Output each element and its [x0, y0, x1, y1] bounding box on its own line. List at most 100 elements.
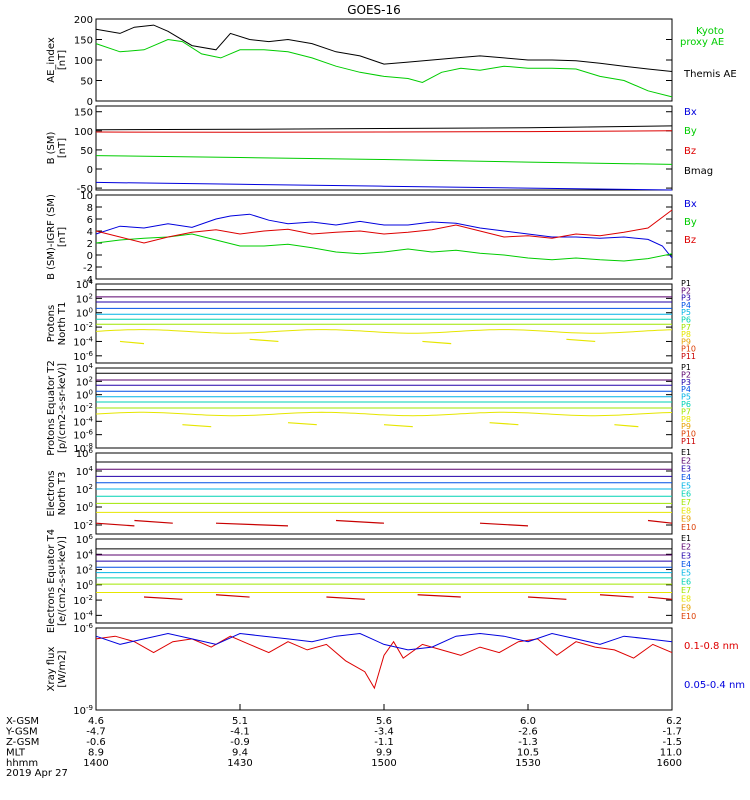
legend-entry: E9 — [681, 603, 691, 612]
axis-row-value: 5.1 — [232, 716, 248, 727]
axis-row-value: -1.3 — [518, 737, 538, 748]
legend-entry: P10 — [681, 345, 696, 354]
y-axis-label: B (SM)-IGRF (SM)[nT] — [46, 194, 68, 280]
axis-row-value: -0.9 — [230, 737, 250, 748]
y-tick-label: 150 — [74, 36, 93, 47]
legend-entry: By — [684, 126, 697, 137]
data-segment — [527, 596, 567, 600]
legend-entry: Kyoto proxy AE — [680, 26, 724, 48]
axis-row-value: -3.4 — [374, 727, 394, 738]
y-tick-label: 100 — [74, 127, 93, 138]
axis-row-value: -0.6 — [86, 737, 106, 748]
legend-entry: E5 — [681, 569, 691, 578]
axis-row-value: -1.1 — [374, 737, 394, 748]
legend-entry: P5 — [681, 393, 691, 402]
y-tick-label: 200 — [74, 15, 93, 26]
legend-entry: P6 — [681, 400, 691, 409]
legend-entry: Bz — [684, 235, 696, 246]
channel-line-p8 — [95, 329, 673, 334]
legend-entry: E6 — [681, 490, 691, 499]
data-segment — [215, 522, 289, 527]
axis-row-value: 10.5 — [517, 748, 539, 759]
data-segment — [417, 594, 461, 598]
legend-entry: E5 — [681, 481, 691, 490]
legend-entry: P2 — [681, 370, 691, 379]
legend-entry: P9 — [681, 422, 691, 431]
data-segment — [566, 338, 596, 343]
panel-frame — [95, 18, 673, 102]
legend-entry: E1 — [681, 448, 691, 457]
y-tick-label: 10-4 — [73, 609, 93, 622]
y-tick-label: 10-6 — [73, 429, 93, 442]
y-tick-label: 106 — [76, 533, 94, 546]
legend-entry: Bx — [684, 107, 697, 118]
legend-entry: 0.05-0.4 nm — [684, 680, 745, 691]
data-segment — [489, 422, 519, 426]
legend-entry: E2 — [681, 456, 691, 465]
legend-entry: P7 — [681, 323, 691, 332]
series-line-bmag — [95, 125, 673, 131]
y-tick-label: 104 — [76, 548, 94, 561]
y-tick-label: 50 — [80, 77, 93, 88]
legend-entry: P1 — [681, 279, 691, 288]
data-segment — [249, 338, 279, 343]
legend-entry: P7 — [681, 407, 691, 416]
y-tick-label: 10-2 — [73, 321, 93, 334]
panel-1: 200 150 100 50 0 AE_index[nT] Kyoto proxy AE The… — [46, 15, 737, 108]
panel-frame — [95, 105, 673, 191]
panel-frame — [95, 283, 673, 364]
legend-entry: E1 — [681, 534, 691, 543]
data-segment — [647, 519, 673, 524]
axis-row-value: 1600 — [657, 758, 682, 769]
y-tick-label: 102 — [76, 292, 93, 305]
legend-entry: E10 — [681, 523, 696, 532]
axis-row-value: -1.7 — [662, 727, 682, 738]
y-tick-label: 100 — [74, 56, 93, 67]
y-axis-label: Xray flux[W/m2] — [46, 647, 68, 692]
legend-entry: Bx — [684, 199, 697, 210]
legend-entry: E4 — [681, 473, 691, 482]
legend-entry: E7 — [681, 586, 691, 595]
series-line-bz — [95, 209, 673, 244]
data-segment — [599, 594, 634, 598]
y-tick-label: 10-6 — [73, 622, 93, 635]
axis-row-value: 9.9 — [376, 748, 392, 759]
legend-entry: E8 — [681, 595, 691, 604]
legend-entry: P4 — [681, 301, 691, 310]
series-line-bz — [95, 130, 673, 133]
axis-row-label: X-GSM — [6, 716, 39, 727]
legend-entry: P8 — [681, 330, 691, 339]
y-tick-label: 100 — [76, 307, 93, 320]
y-tick-label: 100 — [76, 389, 93, 402]
axis-row-value: -2.6 — [518, 727, 538, 738]
y-tick-label: 10-6 — [73, 350, 93, 363]
data-segment — [335, 519, 385, 524]
data-segment — [215, 594, 250, 598]
y-tick-label: 10-2 — [73, 594, 93, 607]
y-tick-label: 0 — [87, 97, 93, 108]
legend-entry: E9 — [681, 515, 691, 524]
legend-entry: E6 — [681, 577, 691, 586]
legend-entry: E2 — [681, 543, 691, 552]
y-tick-label: -2 — [83, 263, 93, 274]
legend-entry: E10 — [681, 612, 696, 621]
axis-row-value: 5.6 — [376, 716, 392, 727]
axis-row-label: MLT — [6, 748, 26, 759]
axis-row-value: 6.0 — [520, 716, 536, 727]
axis-row-value: 1430 — [227, 758, 252, 769]
data-segment — [95, 522, 135, 527]
legend-entry: P11 — [681, 437, 696, 446]
y-tick-label: -50 — [77, 184, 93, 195]
y-tick-label: 2 — [87, 239, 93, 250]
y-tick-label: 104 — [76, 465, 94, 478]
legend-entry: P11 — [681, 352, 696, 361]
series-line-by — [95, 155, 673, 165]
legend-entry: E4 — [681, 560, 691, 569]
legend-entry: P2 — [681, 286, 691, 295]
panel-7: 106 104 102 100 10-2 10-4 Electrons Equator T4… — [46, 529, 696, 633]
